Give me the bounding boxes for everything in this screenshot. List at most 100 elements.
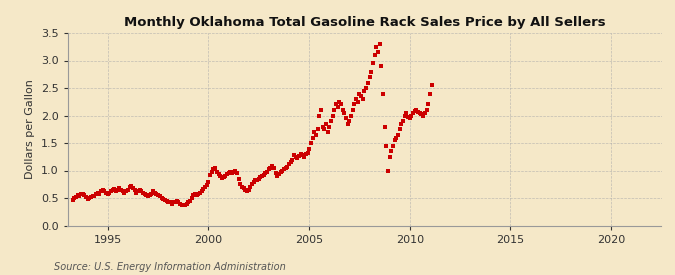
Point — [161, 199, 172, 203]
Point — [371, 45, 381, 49]
Point — [273, 172, 284, 177]
Point — [334, 100, 345, 104]
Point — [201, 183, 212, 188]
Point — [260, 171, 271, 175]
Point — [166, 201, 177, 206]
Point — [404, 116, 415, 120]
Point — [290, 155, 301, 159]
Point — [425, 91, 435, 96]
Point — [250, 178, 261, 183]
Point — [153, 193, 163, 197]
Point — [171, 199, 182, 203]
Point — [165, 200, 176, 205]
Point — [255, 175, 266, 179]
Point — [393, 133, 404, 137]
Point — [381, 144, 392, 148]
Point — [223, 171, 234, 175]
Point — [349, 102, 360, 107]
Point — [136, 189, 146, 193]
Point — [163, 200, 173, 204]
Point — [131, 190, 142, 195]
Point — [339, 111, 350, 115]
Point — [322, 130, 333, 134]
Point — [416, 112, 427, 116]
Point — [107, 188, 118, 192]
Point — [272, 174, 283, 178]
Point — [113, 188, 124, 192]
Point — [248, 179, 259, 184]
Point — [289, 153, 300, 157]
Point — [218, 175, 229, 179]
Point — [117, 189, 128, 193]
Point — [69, 196, 80, 200]
Point — [71, 195, 82, 199]
Point — [321, 122, 331, 126]
Point — [211, 170, 222, 174]
Point — [196, 189, 207, 193]
Point — [368, 61, 379, 65]
Point — [350, 97, 361, 101]
Point — [155, 194, 165, 199]
Point — [348, 108, 358, 112]
Point — [369, 53, 380, 57]
Point — [284, 162, 294, 166]
Point — [329, 108, 340, 112]
Point — [327, 113, 338, 118]
Point — [208, 167, 219, 172]
Point — [384, 155, 395, 159]
Point — [238, 186, 249, 190]
Point — [183, 200, 194, 205]
Point — [354, 91, 365, 96]
Point — [151, 192, 162, 196]
Point — [389, 138, 400, 142]
Point — [242, 189, 252, 194]
Point — [366, 69, 377, 74]
Point — [410, 109, 421, 113]
Point — [198, 186, 209, 191]
Point — [243, 188, 254, 192]
Point — [263, 167, 274, 172]
Point — [220, 174, 231, 178]
Point — [104, 190, 115, 195]
Point — [240, 188, 250, 192]
Point — [423, 102, 434, 107]
Y-axis label: Dollars per Gallon: Dollars per Gallon — [25, 79, 35, 179]
Point — [307, 135, 318, 140]
Point — [352, 100, 363, 104]
Point — [121, 189, 132, 194]
Point — [300, 152, 311, 156]
Point — [413, 109, 424, 114]
Point — [221, 172, 232, 177]
Point — [96, 189, 107, 194]
Point — [305, 141, 316, 145]
Point — [319, 127, 329, 131]
Point — [406, 113, 417, 118]
Point — [188, 193, 198, 197]
Point — [182, 201, 192, 206]
Point — [403, 115, 414, 119]
Point — [418, 113, 429, 118]
Point — [138, 190, 148, 195]
Point — [267, 164, 277, 168]
Point — [279, 167, 290, 171]
Point — [114, 186, 125, 190]
Point — [253, 177, 264, 181]
Point — [192, 193, 202, 197]
Point — [295, 152, 306, 156]
Point — [194, 190, 205, 195]
Point — [331, 102, 342, 107]
Point — [213, 172, 224, 177]
Point — [292, 156, 303, 161]
Point — [126, 184, 137, 188]
Point — [325, 119, 336, 123]
Point — [252, 178, 263, 182]
Point — [383, 168, 394, 173]
Point — [386, 149, 397, 153]
Point — [315, 108, 326, 112]
Point — [394, 127, 405, 131]
Point — [379, 124, 390, 129]
Point — [359, 89, 370, 93]
Point — [247, 182, 258, 186]
Point — [317, 124, 328, 129]
Point — [111, 189, 122, 193]
